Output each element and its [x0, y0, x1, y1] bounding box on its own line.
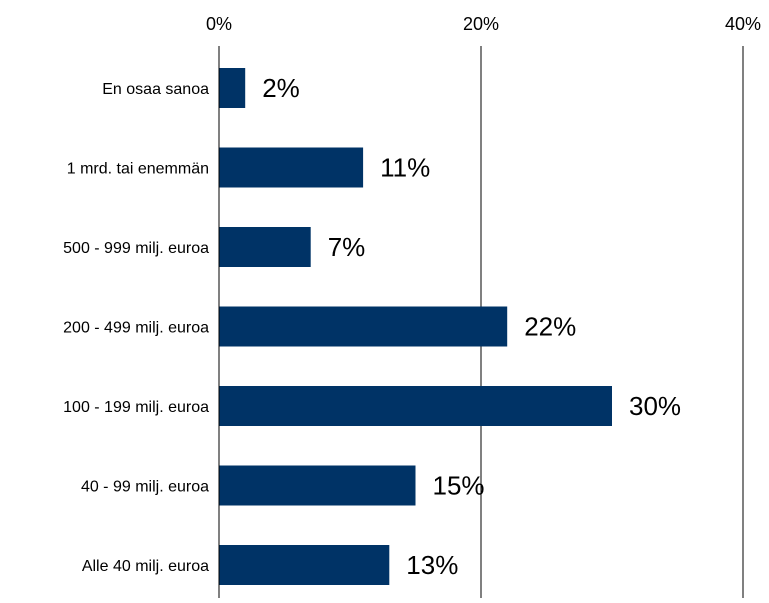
bar [219, 68, 246, 108]
bar [219, 306, 508, 347]
x-tick-label: 20% [463, 14, 499, 34]
x-tick-label: 40% [725, 14, 761, 34]
bar [219, 545, 390, 585]
bars [219, 68, 612, 585]
category-label: 1 mrd. tai enemmän [67, 161, 209, 178]
data-label: 11% [380, 153, 430, 183]
bar [219, 386, 612, 426]
data-label: 15% [433, 471, 485, 501]
data-label: 13% [406, 550, 458, 580]
data-label: 22% [524, 312, 576, 342]
data-label: 7% [328, 232, 366, 262]
category-label: 200 - 499 milj. euroa [63, 320, 209, 337]
data-label: 30% [629, 391, 681, 421]
gridlines [480, 46, 744, 598]
x-axis-ticks: 0% 20% 40% [206, 14, 761, 34]
bar [219, 465, 416, 506]
data-label: 2% [262, 73, 300, 103]
category-label: 40 - 99 milj. euroa [81, 479, 209, 496]
category-label: 500 - 999 milj. euroa [63, 240, 209, 257]
category-label: En osaa sanoa [102, 81, 209, 98]
category-label: Alle 40 milj. euroa [82, 558, 209, 575]
labels: En osaa sanoa 2% 1 mrd. tai enemmän 11% 500 … [63, 73, 681, 580]
bar [219, 227, 311, 267]
category-label: 100 - 199 milj. euroa [63, 399, 209, 416]
x-tick-label: 0% [206, 14, 232, 34]
bar [219, 147, 364, 188]
